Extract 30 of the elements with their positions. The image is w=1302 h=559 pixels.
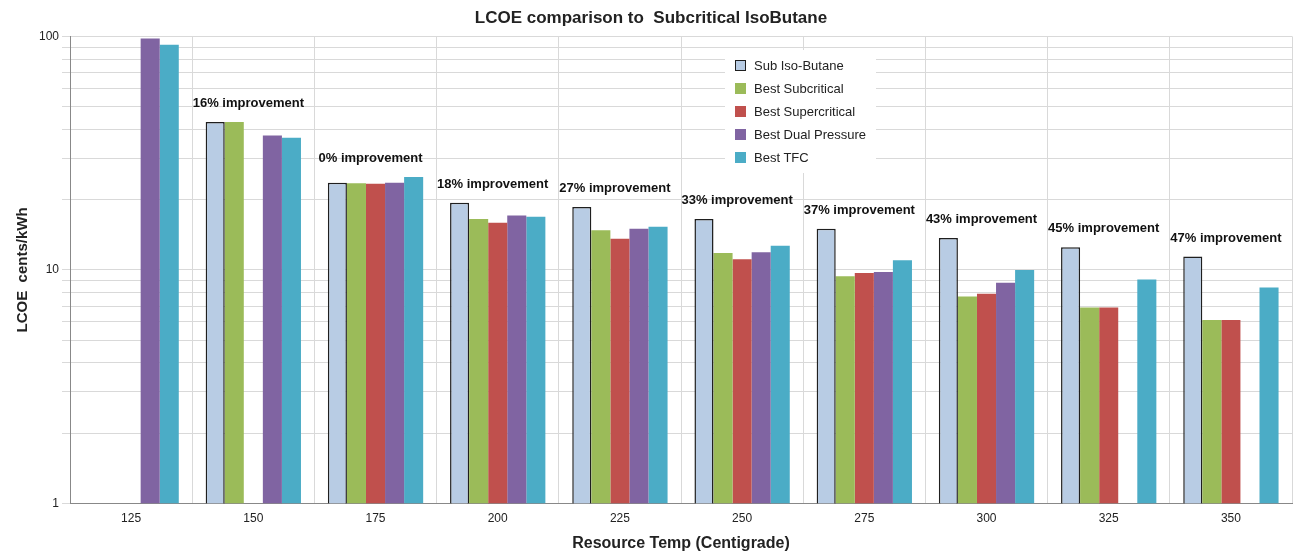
annotation: 33% improvement (681, 192, 794, 208)
x-tick-label: 275 (854, 510, 875, 525)
x-tick-label: 175 (365, 510, 386, 525)
legend-label: Best Supercritical (754, 104, 856, 119)
x-tick-label: 225 (609, 510, 631, 525)
x-tick-label: 350 (1220, 510, 1242, 525)
annotation: 27% improvement (559, 180, 672, 196)
annotation: 45% improvement (1048, 220, 1160, 236)
x-tick-label: 200 (487, 510, 509, 525)
annotation: 18% improvement (437, 175, 550, 191)
legend-label: Best Subcritical (754, 81, 844, 96)
x-tick-label: 250 (732, 510, 753, 525)
y-tick-label: 1 (52, 495, 60, 510)
legend-label: Sub Iso-Butane (754, 58, 844, 73)
annotation: 16% improvement (192, 95, 305, 111)
x-tick-label: 125 (121, 510, 142, 525)
x-tick-label: 325 (1098, 510, 1120, 525)
x-tick-label: 150 (243, 510, 264, 525)
legend-label: Best TFC (754, 150, 809, 165)
x-axis-title: Resource Temp (Centigrade) (572, 533, 790, 551)
annotation: 0% improvement (318, 150, 424, 166)
x-tick-label: 300 (976, 510, 997, 525)
y-axis-title: LCOE cents/kWh (13, 207, 31, 333)
annotation: 43% improvement (925, 211, 1038, 227)
y-tick-label: 100 (38, 28, 60, 43)
annotation: 47% improvement (1170, 229, 1283, 245)
annotation: 37% improvement (803, 201, 916, 217)
y-tick-label: 10 (45, 262, 60, 277)
chart-title: LCOE comparison to Subcritical IsoButane (474, 7, 828, 27)
legend-label: Best Dual Pressure (754, 127, 866, 142)
